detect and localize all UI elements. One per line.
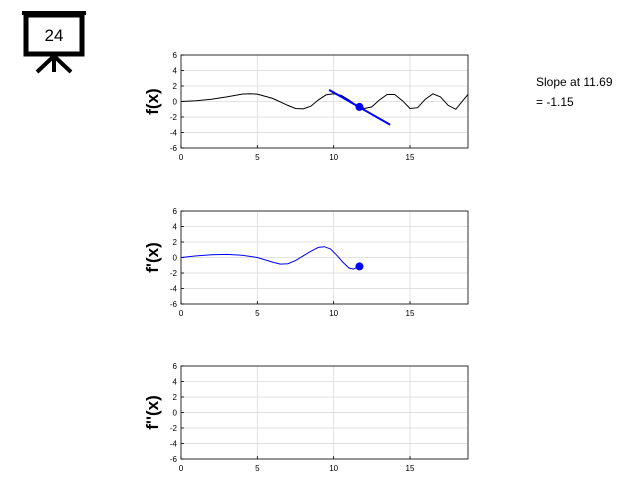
slope-annotation-line2: = -1.15 <box>536 95 574 109</box>
y-tick-label: 4 <box>173 378 178 387</box>
y-tick-label: 4 <box>173 223 178 232</box>
y-axis-label: f''(x) <box>143 395 162 430</box>
presentation-board-icon: 24 <box>22 11 86 74</box>
x-tick-label: 10 <box>329 153 338 162</box>
x-tick-label: 0 <box>179 309 184 318</box>
slope-annotation-line1: Slope at 11.69 <box>536 75 613 89</box>
x-tick-label: 15 <box>406 464 415 473</box>
y-tick-label: 0 <box>173 254 178 263</box>
x-tick-label: 15 <box>406 153 415 162</box>
y-tick-label: 2 <box>173 238 178 247</box>
x-tick-label: 5 <box>255 464 260 473</box>
y-axis-label: f(x) <box>143 88 162 114</box>
y-tick-label: -2 <box>170 269 178 278</box>
y-tick-label: 2 <box>173 393 178 402</box>
x-tick-label: 15 <box>406 309 415 318</box>
y-tick-label: 2 <box>173 82 178 91</box>
series-line-dfx <box>180 246 360 270</box>
x-tick-label: 10 <box>329 464 338 473</box>
y-tick-label: -6 <box>170 455 178 464</box>
y-tick-label: -2 <box>170 424 178 433</box>
y-tick-label: -6 <box>170 300 178 309</box>
x-tick-label: 5 <box>255 309 260 318</box>
x-tick-label: 0 <box>179 153 184 162</box>
point-marker <box>355 262 364 271</box>
point-marker <box>355 102 364 111</box>
y-tick-label: -4 <box>170 129 178 138</box>
y-tick-label: -6 <box>170 144 178 153</box>
y-tick-label: 0 <box>173 98 178 107</box>
y-tick-label: -2 <box>170 113 178 122</box>
y-tick-label: -4 <box>170 285 178 294</box>
y-tick-label: 6 <box>173 362 178 371</box>
y-axis-label: f'(x) <box>143 242 162 272</box>
y-tick-label: 4 <box>173 67 178 76</box>
y-tick-label: 0 <box>173 409 178 418</box>
x-tick-label: 5 <box>255 153 260 162</box>
y-tick-label: 6 <box>173 207 178 216</box>
x-tick-label: 0 <box>179 464 184 473</box>
y-tick-label: 6 <box>173 51 178 60</box>
x-tick-label: 10 <box>329 309 338 318</box>
badge-number: 24 <box>45 26 64 45</box>
y-tick-label: -4 <box>170 440 178 449</box>
